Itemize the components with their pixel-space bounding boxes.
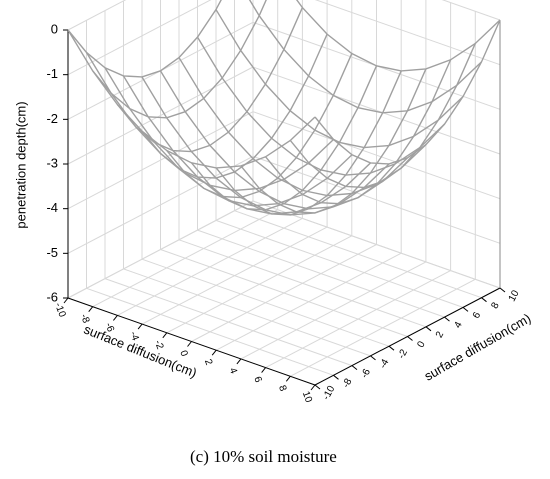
tick-mark (285, 375, 291, 382)
z-tick-label: -4 (46, 200, 58, 215)
surface-line (85, 52, 334, 192)
x-tick-label: 6 (251, 375, 263, 384)
surface-line (104, 67, 353, 207)
surface-line (141, 76, 390, 216)
tick-mark (162, 332, 168, 339)
surface-line (190, 65, 378, 211)
tick-mark (113, 315, 118, 321)
z-tick-label: -5 (46, 245, 58, 260)
tick-mark (310, 384, 316, 391)
y-tick-label: 6 (471, 310, 484, 320)
surface-line (178, 57, 427, 197)
surface-line (215, 70, 402, 216)
y-tick-label: -8 (341, 376, 355, 389)
z-tick-label: -1 (46, 66, 58, 81)
grid-line (240, 261, 427, 360)
surface-line (159, 70, 408, 210)
x-tick-label: -6 (103, 321, 117, 334)
grid-line (92, 209, 278, 308)
z-tick-label: -2 (46, 111, 58, 126)
surface-line (196, 36, 445, 176)
surface-line (122, 75, 371, 215)
tick-mark (333, 374, 339, 380)
y-axis-label: surface diffusion(cm) (422, 310, 534, 383)
y-tick-label: -10 (321, 384, 338, 402)
tick-mark (407, 336, 413, 341)
grid-line (215, 252, 402, 351)
surface-line (67, 29, 316, 169)
tick-mark (462, 307, 469, 312)
y-tick-label: 0 (415, 339, 428, 349)
grid-line (290, 278, 476, 377)
z-axis-label: penetration depth(cm) (13, 101, 28, 228)
tick-mark (88, 306, 94, 313)
x-tick-label: 4 (227, 366, 239, 375)
x-tick-label: 0 (177, 349, 189, 358)
surface-line (92, 0, 267, 119)
tick-mark (137, 323, 143, 330)
y-tick-label: -6 (359, 367, 373, 380)
y-tick-label: 4 (452, 320, 465, 330)
tick-mark (236, 358, 242, 365)
grid-line (67, 0, 127, 31)
tick-mark (314, 384, 321, 390)
tick-mark (370, 355, 376, 361)
x-tick-label: 8 (276, 384, 288, 393)
x-tick-label: -8 (78, 313, 92, 326)
grid-line (117, 217, 303, 316)
grid-line (166, 235, 353, 334)
surface-line (215, 9, 464, 149)
x-tick-label: -2 (152, 339, 166, 352)
surface-line (314, 19, 501, 165)
tick-mark (211, 349, 217, 356)
grid-line (191, 244, 377, 342)
tick-mark (499, 287, 506, 293)
tick-mark (388, 345, 395, 351)
tick-mark (63, 297, 69, 304)
x-tick-label: -4 (127, 330, 141, 343)
tick-mark (444, 316, 450, 322)
surface-line (295, 0, 501, 72)
z-tick-label: -6 (46, 289, 58, 304)
y-tick-label: 10 (507, 288, 522, 303)
tick-mark (187, 341, 192, 347)
tick-mark (261, 367, 266, 373)
y-tick-label: -4 (378, 357, 392, 370)
z-tick-label: 0 (51, 21, 58, 36)
grid-line (141, 226, 328, 325)
z-tick-label: -3 (46, 155, 58, 170)
x-tick-label: 2 (202, 358, 214, 367)
grid-line (67, 200, 254, 299)
y-tick-label: 2 (434, 329, 447, 339)
x-tick-label: -10 (52, 301, 67, 319)
grid-line (441, 0, 501, 21)
tick-mark (351, 365, 358, 370)
caption: (c) 10% soil moisture (190, 447, 337, 466)
surface-line (248, 0, 482, 114)
tick-mark (481, 297, 487, 303)
y-tick-label: -2 (396, 347, 410, 360)
grid-line (265, 270, 451, 369)
x-tick-label: 10 (300, 390, 314, 405)
tick-mark (425, 326, 432, 332)
y-tick-label: 8 (489, 300, 502, 310)
